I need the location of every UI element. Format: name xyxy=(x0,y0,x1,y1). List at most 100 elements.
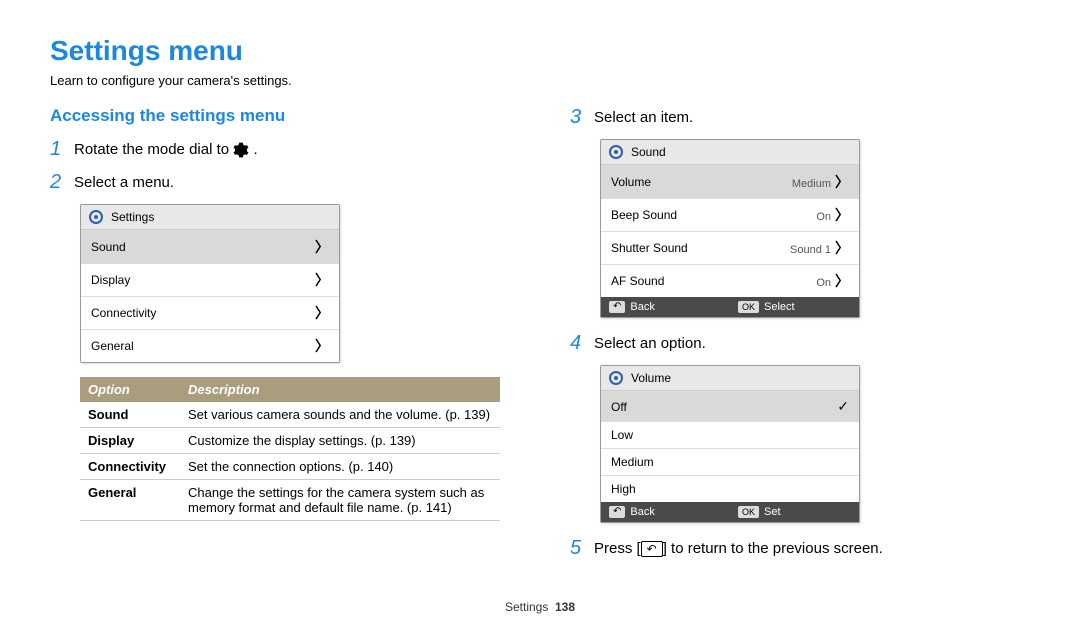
th-option: Option xyxy=(80,377,180,402)
step-text: Select a menu. xyxy=(74,174,174,191)
camera-screen-header: Sound xyxy=(601,140,859,165)
row-label: General xyxy=(91,339,134,353)
option-row-low[interactable]: Low xyxy=(601,421,859,448)
camera-screen-sound: Sound Volume Medium 〉 Beep Sound On 〉 Shut… xyxy=(600,139,860,318)
row-label: Connectivity xyxy=(91,306,156,320)
section-title: Accessing the settings menu xyxy=(50,106,510,126)
opt-name: Sound xyxy=(80,402,180,428)
row-label: Display xyxy=(91,273,130,287)
ok-button-icon: OK xyxy=(738,506,759,518)
step-text: Press [ xyxy=(594,540,641,557)
step-text-after: . xyxy=(253,141,257,158)
row-label: Off xyxy=(611,400,627,414)
row-label: Volume xyxy=(611,175,651,189)
menu-row-afsound[interactable]: AF Sound On 〉 xyxy=(601,264,859,297)
table-row: General Change the settings for the came… xyxy=(80,480,500,521)
chevron-right-icon: 〉 xyxy=(835,240,849,256)
left-column: Accessing the settings menu 1 Rotate the… xyxy=(50,106,510,570)
page-title: Settings menu xyxy=(50,35,1030,67)
row-label: High xyxy=(611,482,636,496)
opt-name: Display xyxy=(80,428,180,454)
menu-row-shutter[interactable]: Shutter Sound Sound 1 〉 xyxy=(601,231,859,264)
menu-row-beep[interactable]: Beep Sound On 〉 xyxy=(601,198,859,231)
content-columns: Accessing the settings menu 1 Rotate the… xyxy=(50,106,1030,570)
opt-desc: Change the settings for the camera syste… xyxy=(180,480,500,521)
right-column: 3 Select an item. Sound Volume Medium 〉 B… xyxy=(570,106,1030,570)
camera-footer: ↶ Back OK Select xyxy=(601,297,859,317)
chevron-right-icon: 〉 xyxy=(315,303,329,323)
step-text: Select an option. xyxy=(594,335,706,352)
header-label: Sound xyxy=(631,145,666,159)
back-icon: ↶ xyxy=(609,506,625,518)
option-row-medium[interactable]: Medium xyxy=(601,448,859,475)
dial-icon xyxy=(609,371,623,385)
camera-footer: ↶ Back OK Set xyxy=(601,502,859,522)
chevron-right-icon: 〉 xyxy=(835,174,849,190)
row-label: Beep Sound xyxy=(611,208,677,222)
dial-icon xyxy=(89,210,103,224)
chevron-right-icon: 〉 xyxy=(315,270,329,290)
row-value: Sound 1 xyxy=(790,244,831,256)
step-3: 3 Select an item. xyxy=(570,106,1030,129)
step-number: 2 xyxy=(50,171,64,194)
step-2: 2 Select a menu. xyxy=(50,171,510,194)
footer-select-label: Select xyxy=(764,301,795,313)
menu-row-sound[interactable]: Sound 〉 xyxy=(81,230,339,263)
row-label: AF Sound xyxy=(611,274,664,288)
page-footer: Settings 138 xyxy=(0,600,1080,614)
step-text: Select an item. xyxy=(594,109,693,126)
row-value: On xyxy=(816,211,831,223)
row-value: On xyxy=(816,277,831,289)
step-number: 3 xyxy=(570,106,584,129)
menu-row-connectivity[interactable]: Connectivity 〉 xyxy=(81,296,339,329)
chevron-right-icon: 〉 xyxy=(835,207,849,223)
step-text: Rotate the mode dial to xyxy=(74,141,233,158)
step-number: 1 xyxy=(50,138,64,161)
page-subtitle: Learn to configure your camera's setting… xyxy=(50,73,1030,88)
footer-page-number: 138 xyxy=(555,600,575,614)
camera-screen-settings: Settings Sound 〉 Display 〉 Connectivity … xyxy=(80,204,340,363)
chevron-right-icon: 〉 xyxy=(315,336,329,356)
step-text-after: ] to return to the previous screen. xyxy=(663,540,883,557)
row-label: Medium xyxy=(611,455,654,469)
chevron-right-icon: 〉 xyxy=(315,237,329,257)
row-label: Low xyxy=(611,428,633,442)
options-table: Option Description Sound Set various cam… xyxy=(80,377,500,521)
step-number: 5 xyxy=(570,537,584,560)
menu-row-general[interactable]: General 〉 xyxy=(81,329,339,362)
opt-desc: Customize the display settings. (p. 139) xyxy=(180,428,500,454)
dial-icon xyxy=(609,145,623,159)
row-value: Medium xyxy=(792,178,831,190)
table-row: Sound Set various camera sounds and the … xyxy=(80,402,500,428)
menu-row-volume[interactable]: Volume Medium 〉 xyxy=(601,165,859,198)
footer-label: Settings xyxy=(505,600,548,614)
step-1: 1 Rotate the mode dial to . xyxy=(50,138,510,161)
footer-back-label: Back xyxy=(630,301,654,313)
camera-screen-volume: Volume Off ✓ Low Medium High ↶ Back OK Set xyxy=(600,365,860,523)
opt-desc: Set various camera sounds and the volume… xyxy=(180,402,500,428)
table-row: Connectivity Set the connection options.… xyxy=(80,454,500,480)
step-number: 4 xyxy=(570,332,584,355)
option-row-high[interactable]: High xyxy=(601,475,859,502)
th-description: Description xyxy=(180,377,500,402)
opt-name: General xyxy=(80,480,180,521)
option-row-off[interactable]: Off ✓ xyxy=(601,391,859,421)
table-row: Display Customize the display settings. … xyxy=(80,428,500,454)
row-label: Sound xyxy=(91,240,126,254)
header-label: Settings xyxy=(111,210,154,224)
row-label: Shutter Sound xyxy=(611,241,688,255)
camera-screen-header: Settings xyxy=(81,205,339,230)
step-5: 5 Press [↶] to return to the previous sc… xyxy=(570,537,1030,560)
check-icon: ✓ xyxy=(837,398,849,415)
footer-back-label: Back xyxy=(630,506,654,518)
chevron-right-icon: 〉 xyxy=(835,273,849,289)
gear-icon xyxy=(233,142,249,158)
footer-set-label: Set xyxy=(764,506,781,518)
opt-name: Connectivity xyxy=(80,454,180,480)
menu-row-display[interactable]: Display 〉 xyxy=(81,263,339,296)
step-4: 4 Select an option. xyxy=(570,332,1030,355)
opt-desc: Set the connection options. (p. 140) xyxy=(180,454,500,480)
header-label: Volume xyxy=(631,371,671,385)
back-icon: ↶ xyxy=(609,301,625,313)
ok-button-icon: OK xyxy=(738,301,759,313)
